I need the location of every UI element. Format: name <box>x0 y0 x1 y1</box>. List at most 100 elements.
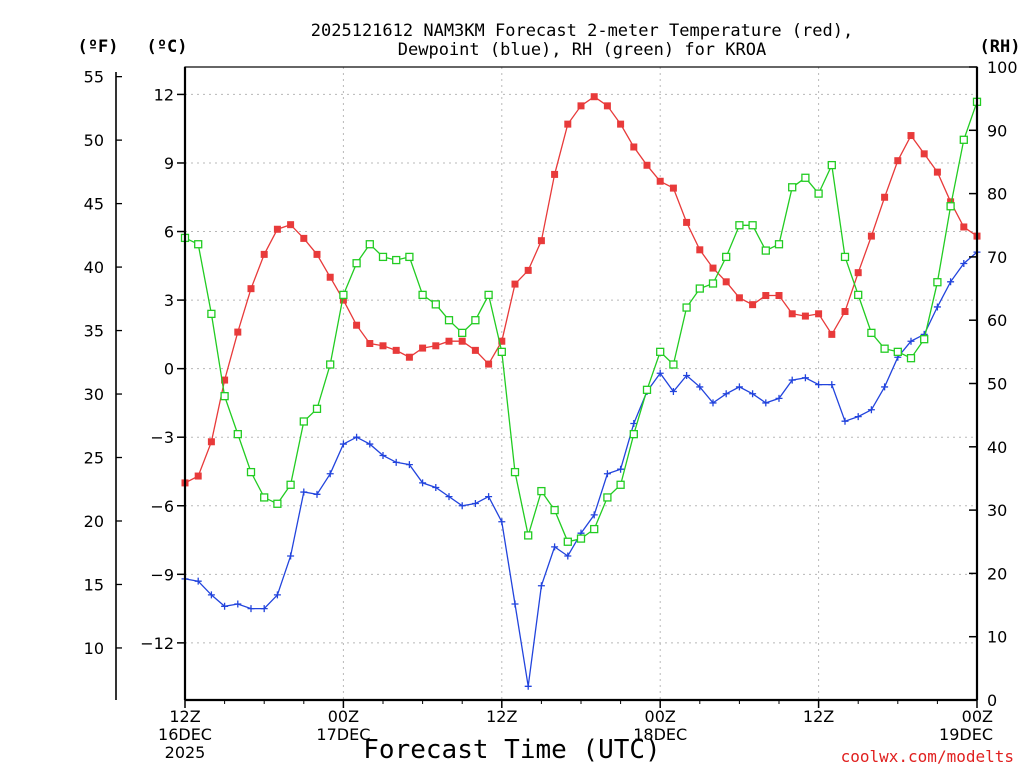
fahrenheit-tick-label: 45 <box>84 195 104 214</box>
dewpoint-marker <box>722 390 730 398</box>
temperature-marker <box>894 157 902 165</box>
relative-humidity-marker <box>326 360 335 369</box>
dewpoint-marker <box>471 499 479 507</box>
temperature-marker <box>630 143 638 151</box>
temperature-marker <box>537 237 545 245</box>
dewpoint-marker <box>815 381 823 389</box>
temperature-marker <box>828 330 836 338</box>
fahrenheit-tick-label: 20 <box>84 512 104 531</box>
relative-humidity-marker <box>458 328 467 338</box>
relative-humidity-marker <box>510 467 520 477</box>
temperature-marker <box>617 120 625 128</box>
time-tick-label: 12Z <box>803 707 834 726</box>
celsius-tick-label: −9 <box>150 565 174 584</box>
temperature-marker <box>656 177 664 185</box>
time-tick-label: 16DEC <box>158 725 212 744</box>
relative-humidity-marker <box>788 183 797 192</box>
dewpoint-marker <box>907 337 915 345</box>
temperature-marker <box>300 234 308 242</box>
relative-humidity-marker <box>867 328 876 338</box>
temperature-marker <box>590 93 598 101</box>
dewpoint-marker <box>247 605 255 613</box>
relative-humidity-marker <box>312 404 322 413</box>
temperature-marker <box>432 342 440 350</box>
temperature-marker <box>485 360 493 368</box>
relative-humidity-marker <box>537 486 546 496</box>
rh-tick-label: 20 <box>987 564 1007 583</box>
dewpoint-marker <box>313 490 321 498</box>
temperature-marker <box>247 285 255 293</box>
dewpoint-marker <box>551 543 559 551</box>
time-tick-label: 12Z <box>486 707 517 726</box>
relative-humidity-marker <box>220 392 229 401</box>
relative-humidity-marker <box>801 173 810 182</box>
relative-humidity-marker <box>431 300 440 309</box>
relative-humidity-marker <box>656 347 665 357</box>
relative-humidity-marker <box>840 252 850 262</box>
relative-humidity-marker <box>814 189 823 198</box>
dewpoint-marker <box>366 440 374 448</box>
relative-humidity-marker <box>524 531 533 540</box>
dewpoint-marker <box>947 278 955 286</box>
relative-humidity-line <box>184 101 978 543</box>
dewpoint-marker <box>524 682 532 690</box>
relative-humidity-marker <box>695 284 704 293</box>
temperature-marker <box>392 346 400 354</box>
relative-humidity-marker <box>920 335 929 344</box>
temperature-marker <box>815 310 823 318</box>
dewpoint-marker <box>617 465 625 473</box>
dewpoint-marker <box>762 399 770 407</box>
relative-humidity-marker <box>260 493 269 502</box>
dewpoint-marker <box>432 483 440 491</box>
dewpoint-marker <box>801 374 809 382</box>
temperature-marker <box>524 266 532 274</box>
fahrenheit-tick-label: 25 <box>84 449 104 468</box>
dewpoint-marker <box>379 451 387 459</box>
celsius-tick-label: 0 <box>164 360 174 379</box>
credit-link[interactable]: coolwx.com/modelts <box>841 747 1014 766</box>
dewpoint-marker <box>867 406 875 414</box>
dewpoint-marker <box>854 413 862 421</box>
temperature-marker <box>867 232 875 240</box>
relative-humidity-marker <box>207 309 216 319</box>
relative-humidity-marker <box>642 385 652 394</box>
fahrenheit-tick-label: 30 <box>84 385 104 404</box>
relative-humidity-marker <box>444 316 454 325</box>
dewpoint-marker <box>485 493 493 501</box>
celsius-tick-label: −3 <box>150 428 174 447</box>
celsius-tick-label: 3 <box>164 291 174 310</box>
relative-humidity-marker <box>352 259 361 268</box>
dewpoint-marker <box>498 518 506 526</box>
rh-unit-label: (RH) <box>980 37 1021 57</box>
temperature-marker <box>234 328 242 336</box>
relative-humidity-marker <box>722 252 731 262</box>
relative-humidity-marker <box>669 360 678 369</box>
relative-humidity-marker <box>854 290 863 300</box>
temperature-marker <box>881 193 889 201</box>
relative-humidity-marker <box>484 290 493 300</box>
dewpoint-marker <box>669 387 677 395</box>
temperature-marker <box>696 246 704 254</box>
gridlines <box>185 67 977 700</box>
relative-humidity-marker <box>365 240 374 249</box>
rh-tick-label: 70 <box>987 248 1007 267</box>
rh-tick-label: 30 <box>987 501 1007 520</box>
series-layer <box>180 93 982 690</box>
relative-humidity-marker <box>418 290 427 300</box>
dewpoint-marker <box>194 577 202 585</box>
fahrenheit-tick-label: 10 <box>84 639 104 658</box>
fahrenheit-unit-label: (ºF) <box>78 37 119 57</box>
relative-humidity-marker <box>933 278 942 287</box>
dewpoint-marker <box>788 376 796 384</box>
temperature-marker <box>960 223 968 231</box>
dewpoint-marker <box>273 591 281 599</box>
rh-tick-label: 40 <box>987 438 1007 457</box>
dewpoint-marker <box>749 390 757 398</box>
time-tick-label: 2025 <box>165 743 206 762</box>
temperature-marker <box>643 161 651 169</box>
relative-humidity-marker <box>761 246 770 255</box>
relative-humidity-marker <box>339 290 348 300</box>
dewpoint-marker <box>287 552 295 560</box>
fahrenheit-tick-label: 40 <box>84 258 104 277</box>
temperature-marker <box>273 225 281 233</box>
